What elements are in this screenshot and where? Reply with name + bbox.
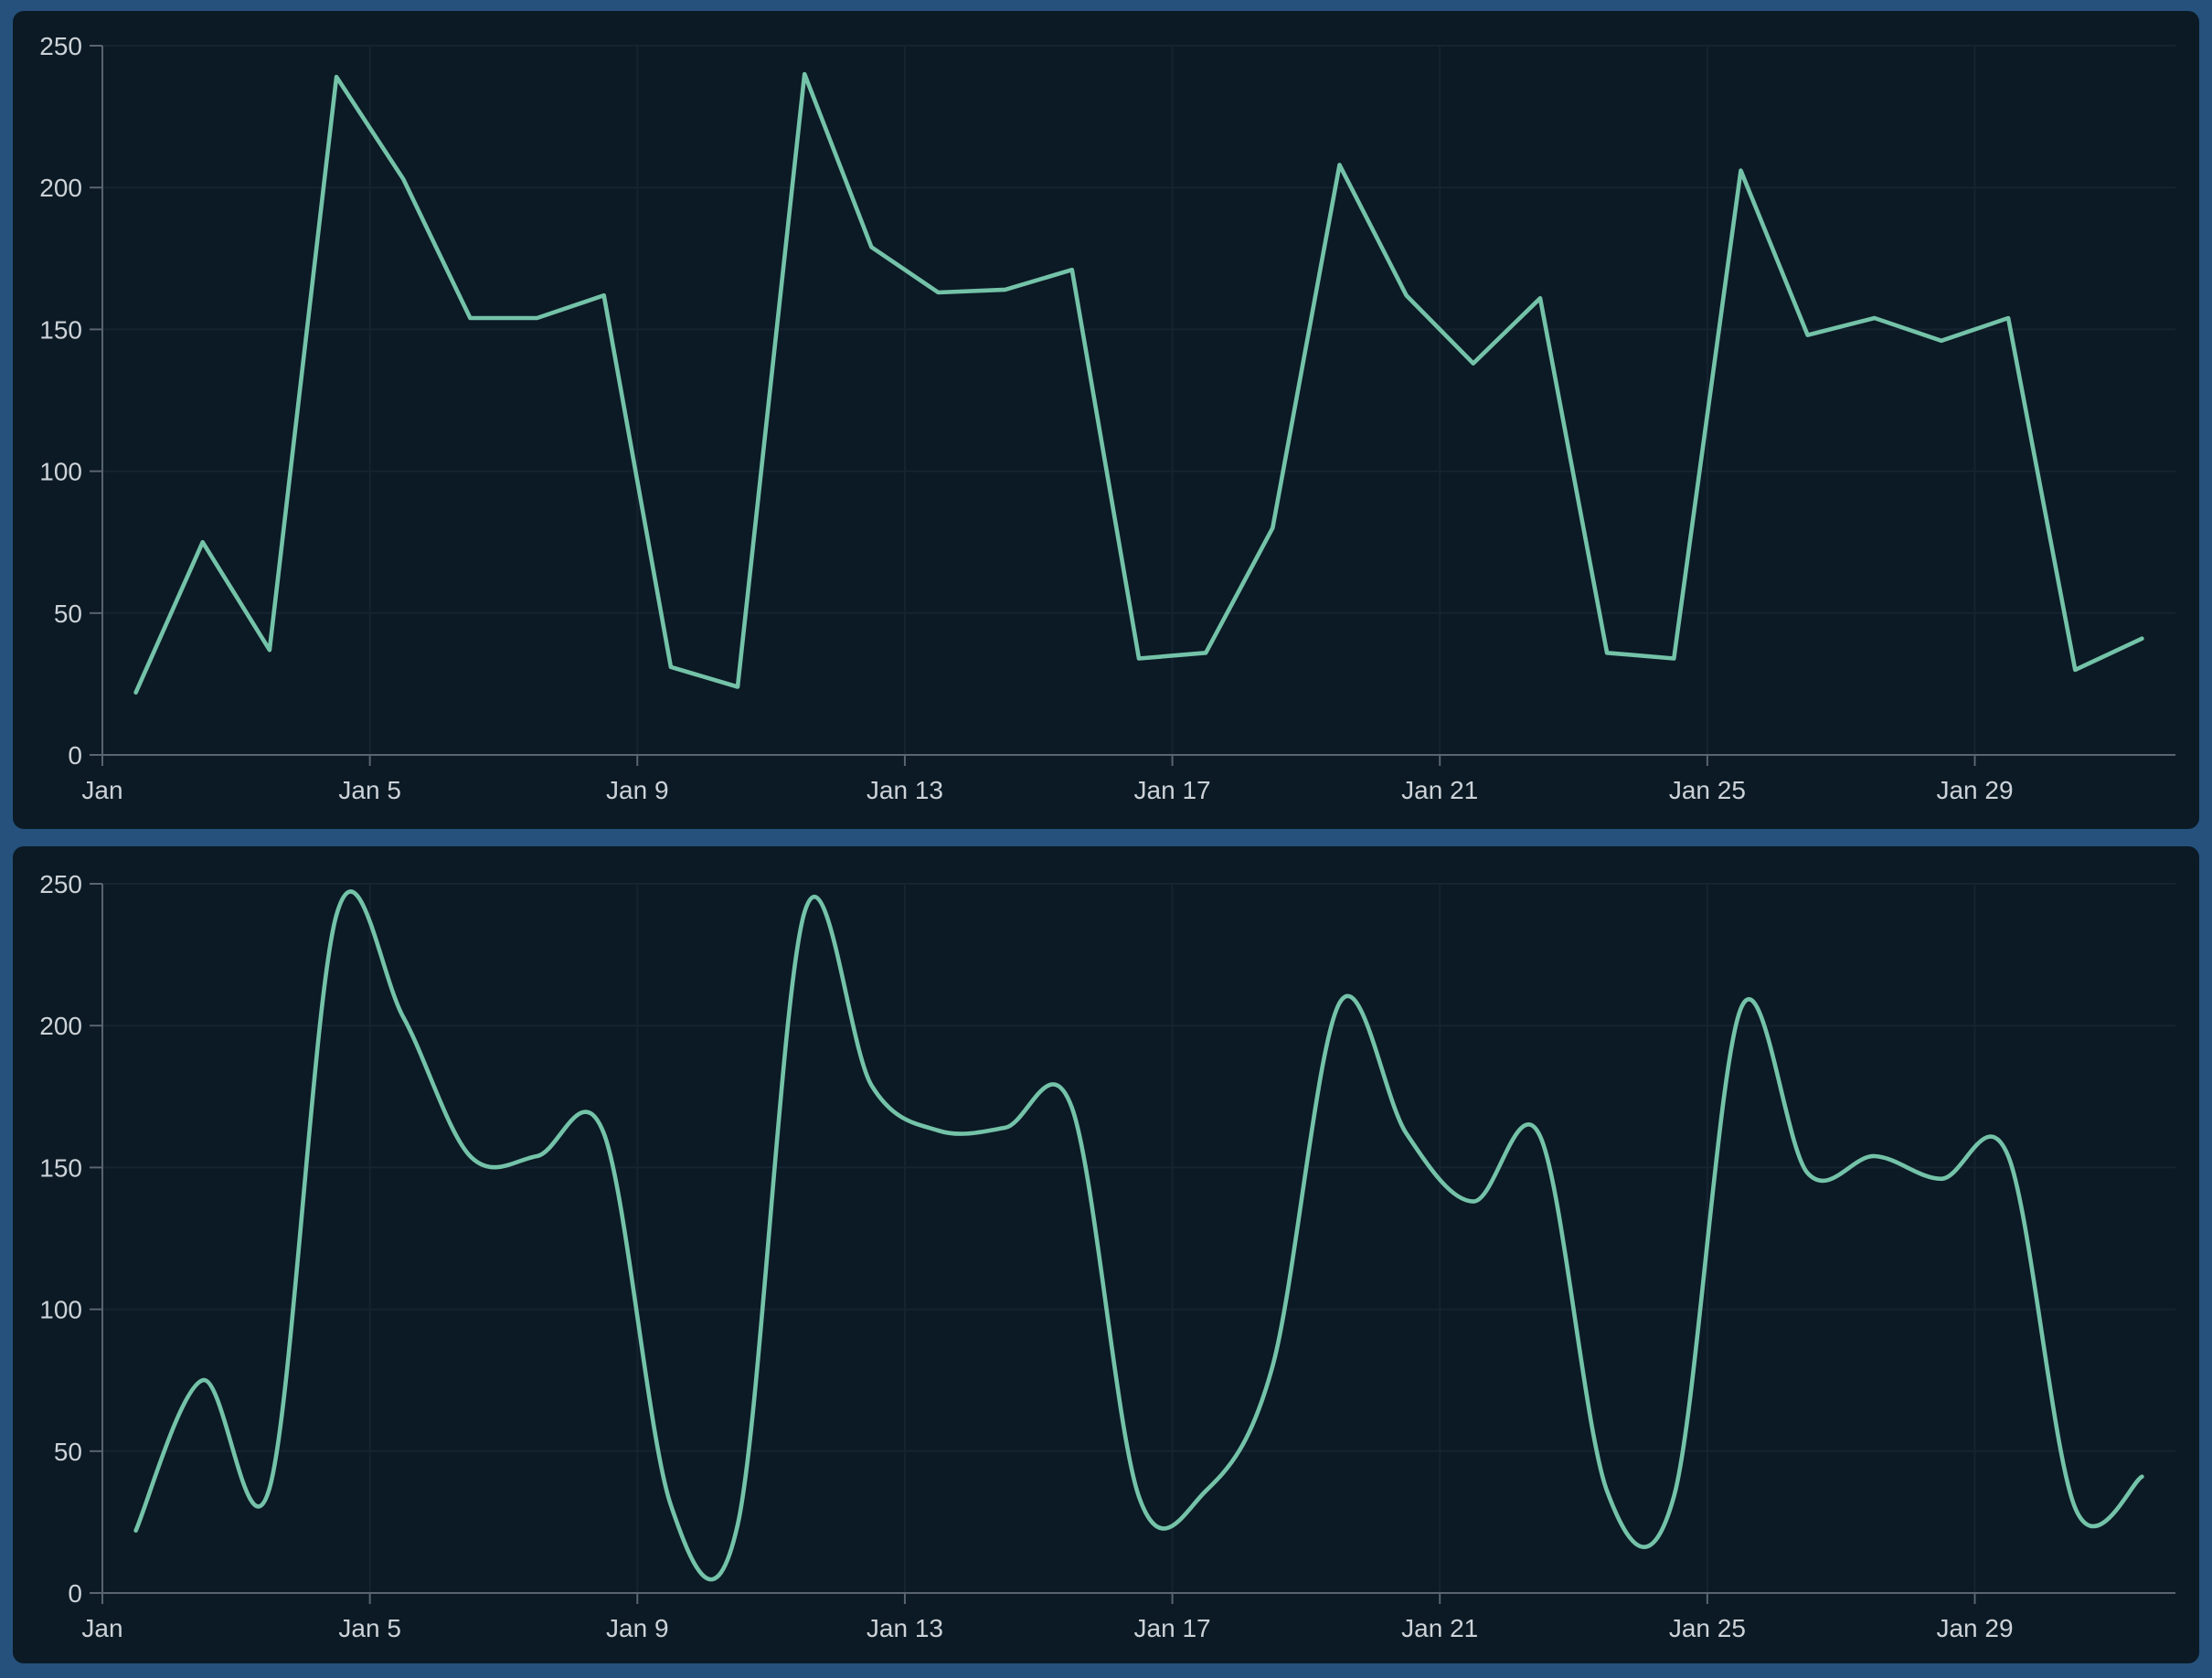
x-tick-label: Jan 9 [606,1614,669,1642]
y-tick-label: 200 [39,174,82,202]
y-tick-label: 200 [39,1012,82,1040]
y-tick-label: 100 [39,458,82,486]
x-tick-label: Jan 25 [1669,776,1746,804]
bottom-chart-card: 0 50 100 150 200 250 Jan Jan 5 Jan 9 Jan 13 Jan 17… [13,846,2199,1663]
y-tick-label: 250 [39,32,82,60]
y-tick-label: 100 [39,1296,82,1324]
top-chart-card: 0 50 100 150 200 250 Jan Jan 5 Jan 9 Jan 13 Jan 17… [13,11,2199,829]
x-tick-label: Jan 5 [338,1614,401,1642]
x-tick-label: Jan 29 [1936,1614,2013,1642]
x-tick-label: Jan 13 [867,1614,943,1642]
y-tick-label: 150 [39,1153,82,1182]
series-line-smooth [133,889,2144,1582]
x-tick-label: Jan 13 [867,776,943,804]
y-tick-label: 50 [54,1438,82,1466]
x-tick-label: Jan 17 [1134,776,1211,804]
x-tick-label: Jan [81,1614,122,1642]
line-chart-smooth: 0 50 100 150 200 250 Jan Jan 5 Jan 9 Jan 13 Jan 17… [39,870,2175,1642]
x-tick-label: Jan 21 [1401,776,1478,804]
x-tick-label: Jan 25 [1669,1614,1746,1642]
y-tick-label: 0 [68,741,82,770]
x-tick-label: Jan 5 [338,776,401,804]
line-chart-linear: 0 50 100 150 200 250 Jan Jan 5 Jan 9 Jan 13 Jan 17… [39,32,2175,804]
x-tick-label: Jan [81,776,122,804]
y-tick-label: 150 [39,315,82,344]
y-tick-label: 50 [54,600,82,628]
x-tick-label: Jan 9 [606,776,669,804]
x-tick-label: Jan 17 [1134,1614,1211,1642]
x-tick-label: Jan 21 [1401,1614,1478,1642]
series-line-linear [133,71,2144,695]
y-tick-label: 250 [39,870,82,898]
x-tick-label: Jan 29 [1936,776,2013,804]
y-tick-label: 0 [68,1579,82,1608]
